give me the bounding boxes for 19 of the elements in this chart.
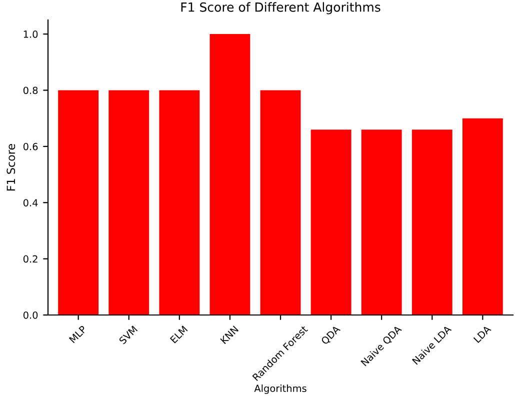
x-axis-title: Algorithms xyxy=(254,384,306,394)
y-tick-label: 0.4 xyxy=(23,199,38,206)
bar xyxy=(210,34,250,315)
bar xyxy=(310,130,352,315)
y-tick-label: 0.8 xyxy=(23,86,38,94)
y-tick-label: 0.0 xyxy=(23,311,38,319)
y-tick-label: 1.0 xyxy=(24,30,38,38)
bar xyxy=(260,90,301,315)
y-tick-label: 0.6 xyxy=(23,142,38,150)
bar xyxy=(361,130,402,315)
y-axis-title: F1 Score xyxy=(6,144,16,190)
chart-title: F1 Score of Different Algorithms xyxy=(181,2,380,14)
bar xyxy=(462,118,503,315)
bar xyxy=(58,90,99,315)
x-tick-label: LDA xyxy=(473,324,492,343)
bar xyxy=(412,130,452,315)
bar xyxy=(108,90,150,315)
y-tick-label: 0.2 xyxy=(23,255,38,263)
bar xyxy=(159,90,200,315)
